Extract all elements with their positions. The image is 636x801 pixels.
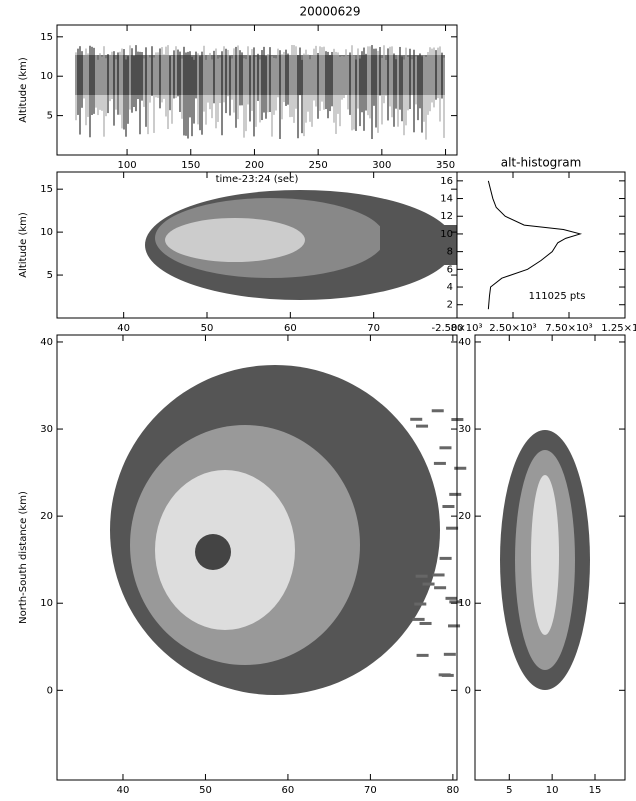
- y-tick-label: 15: [40, 184, 53, 195]
- density-streak: [417, 654, 429, 657]
- density-streak: [448, 624, 460, 627]
- x-tick-label: 200: [245, 160, 264, 171]
- x-tick-label: 80: [447, 785, 460, 796]
- x-tick-label: 40: [117, 785, 130, 796]
- y-axis-label: North-South distance (km): [18, 491, 29, 624]
- x-tick-label: -2.50×10³: [432, 323, 483, 334]
- density-streak: [446, 527, 458, 530]
- density-streak: [439, 673, 451, 676]
- x-tick-label: 50: [199, 785, 212, 796]
- y-axis-label: Altitude (km): [18, 212, 29, 278]
- y-tick-label: 6: [447, 264, 453, 275]
- panel-title: alt-histogram: [501, 156, 582, 170]
- x-tick-label: 250: [309, 160, 328, 171]
- y-tick-label: 10: [40, 598, 53, 609]
- density-streak: [444, 653, 456, 656]
- y-tick-label: 16: [440, 176, 453, 187]
- y-tick-label: 30: [458, 424, 471, 435]
- figure-title: 20000629: [299, 5, 360, 19]
- figure: 20000629 10015020025030035051015time-23:…: [0, 0, 636, 797]
- y-tick-label: 5: [47, 111, 53, 122]
- y-tick-label: 0: [47, 685, 53, 696]
- y-tick-label: 5: [47, 270, 53, 281]
- x-tick-label: 1.25×10⁴: [601, 323, 636, 334]
- y-tick-label: 30: [40, 424, 53, 435]
- density-core: [531, 475, 559, 635]
- x-tick-label: 5: [506, 785, 512, 796]
- x-tick-label: 10: [546, 785, 559, 796]
- x-tick-label: 40: [117, 323, 130, 334]
- y-tick-label: 14: [440, 194, 453, 205]
- y-tick-label: 2: [447, 300, 453, 311]
- y-tick-label: 15: [40, 32, 53, 43]
- x-axis-label: time-23:24 (sec): [216, 174, 299, 185]
- y-tick-label: 10: [458, 598, 471, 609]
- x-tick-label: 2.50×10³: [489, 323, 536, 334]
- density-streak: [442, 505, 454, 508]
- density-streak: [439, 446, 451, 449]
- y-tick-label: 10: [40, 71, 53, 82]
- x-tick-label: 350: [436, 160, 455, 171]
- x-tick-label: 50: [201, 323, 214, 334]
- x-tick-label: 70: [367, 323, 380, 334]
- density-streak: [454, 467, 466, 470]
- density-streak: [416, 575, 428, 578]
- y-tick-label: 20: [40, 511, 53, 522]
- y-axis-label: Altitude (km): [18, 57, 29, 123]
- density-core: [165, 218, 305, 262]
- x-tick-label: 100: [118, 160, 137, 171]
- x-tick-label: 300: [372, 160, 391, 171]
- density-streak: [445, 597, 457, 600]
- density-streak: [420, 622, 432, 625]
- y-tick-label: 0: [465, 685, 471, 696]
- annotation: 111025 pts: [529, 291, 586, 302]
- density-streak: [434, 462, 446, 465]
- density-streak: [413, 618, 425, 621]
- density-streak: [432, 409, 444, 412]
- y-tick-label: 10: [40, 227, 53, 238]
- y-tick-label: 4: [447, 282, 453, 293]
- density-streak: [433, 573, 445, 576]
- x-tick-label: 70: [364, 785, 377, 796]
- density-streak: [416, 425, 428, 428]
- x-tick-label: 150: [181, 160, 200, 171]
- y-tick-label: 8: [447, 247, 453, 258]
- density-streak: [449, 493, 461, 496]
- density-streak: [410, 418, 422, 421]
- y-tick-label: 40: [458, 337, 471, 348]
- density-hole: [195, 534, 231, 570]
- x-tick-label: 60: [282, 785, 295, 796]
- x-tick-label: 15: [589, 785, 602, 796]
- density-streak: [423, 583, 435, 586]
- y-tick-label: 20: [458, 511, 471, 522]
- x-tick-label: 7.50×10³: [545, 323, 592, 334]
- density-streak: [414, 603, 426, 606]
- y-tick-label: 12: [440, 211, 453, 222]
- x-tick-label: 60: [284, 323, 297, 334]
- density-streak: [440, 557, 452, 560]
- y-tick-label: 10: [440, 229, 453, 240]
- y-tick-label: 40: [40, 337, 53, 348]
- density-streak: [434, 586, 446, 589]
